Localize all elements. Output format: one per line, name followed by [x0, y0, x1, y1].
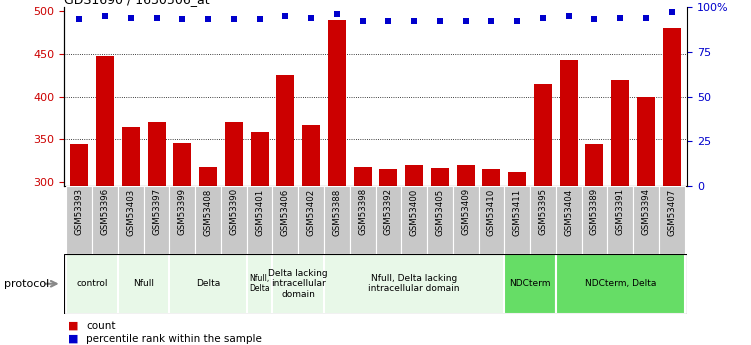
FancyBboxPatch shape: [118, 254, 170, 314]
FancyBboxPatch shape: [478, 186, 504, 254]
FancyBboxPatch shape: [633, 186, 659, 254]
Text: GSM53403: GSM53403: [126, 188, 135, 236]
FancyBboxPatch shape: [118, 186, 143, 254]
FancyBboxPatch shape: [504, 254, 556, 314]
Bar: [354, 167, 372, 345]
FancyBboxPatch shape: [298, 186, 324, 254]
Bar: [96, 57, 114, 345]
Text: ■: ■: [68, 334, 78, 344]
FancyBboxPatch shape: [247, 186, 273, 254]
FancyBboxPatch shape: [221, 186, 247, 254]
FancyBboxPatch shape: [247, 254, 273, 314]
Text: GSM53390: GSM53390: [229, 188, 238, 235]
Text: GSM53393: GSM53393: [75, 188, 84, 235]
FancyBboxPatch shape: [92, 186, 118, 254]
Text: GSM53406: GSM53406: [281, 188, 290, 236]
Text: GSM53392: GSM53392: [384, 188, 393, 235]
FancyBboxPatch shape: [324, 186, 350, 254]
Bar: [637, 97, 655, 345]
FancyBboxPatch shape: [530, 186, 556, 254]
Text: ■: ■: [68, 321, 78, 331]
Text: GSM53404: GSM53404: [564, 188, 573, 236]
FancyBboxPatch shape: [273, 186, 298, 254]
Text: GSM53405: GSM53405: [436, 188, 445, 236]
Text: GSM53411: GSM53411: [513, 188, 522, 236]
Bar: [122, 127, 140, 345]
Text: GSM53398: GSM53398: [358, 188, 367, 235]
Text: GSM53399: GSM53399: [178, 188, 187, 235]
Bar: [328, 20, 346, 345]
Bar: [586, 145, 604, 345]
Bar: [379, 169, 397, 345]
Text: GSM53410: GSM53410: [487, 188, 496, 236]
FancyBboxPatch shape: [581, 186, 608, 254]
FancyBboxPatch shape: [143, 186, 170, 254]
Text: GSM53396: GSM53396: [101, 188, 110, 235]
FancyBboxPatch shape: [504, 186, 530, 254]
Text: GSM53391: GSM53391: [616, 188, 625, 235]
Bar: [662, 28, 680, 345]
Bar: [559, 60, 578, 345]
Text: GSM53397: GSM53397: [152, 188, 161, 235]
FancyBboxPatch shape: [427, 186, 453, 254]
Text: GSM53401: GSM53401: [255, 188, 264, 236]
FancyBboxPatch shape: [608, 186, 633, 254]
Bar: [482, 169, 500, 345]
FancyBboxPatch shape: [66, 254, 118, 314]
FancyBboxPatch shape: [324, 254, 504, 314]
FancyBboxPatch shape: [376, 186, 401, 254]
Text: Nfull,
Delta: Nfull, Delta: [249, 274, 270, 294]
Text: GSM53394: GSM53394: [641, 188, 650, 235]
FancyBboxPatch shape: [195, 186, 221, 254]
Text: Nfull: Nfull: [133, 279, 154, 288]
FancyBboxPatch shape: [273, 254, 324, 314]
FancyBboxPatch shape: [556, 186, 581, 254]
Text: GSM53407: GSM53407: [667, 188, 676, 236]
Text: Nfull, Delta lacking
intracellular domain: Nfull, Delta lacking intracellular domai…: [369, 274, 460, 294]
FancyBboxPatch shape: [401, 186, 427, 254]
Text: GSM53409: GSM53409: [461, 188, 470, 235]
Bar: [173, 143, 192, 345]
Text: GDS1690 / 1630506_at: GDS1690 / 1630506_at: [64, 0, 210, 6]
Bar: [534, 84, 552, 345]
Bar: [147, 122, 165, 345]
Bar: [199, 167, 217, 345]
FancyBboxPatch shape: [66, 186, 92, 254]
Text: GSM53395: GSM53395: [538, 188, 547, 235]
FancyBboxPatch shape: [556, 254, 685, 314]
Bar: [405, 165, 423, 345]
FancyBboxPatch shape: [453, 186, 478, 254]
Bar: [276, 75, 294, 345]
Text: GSM53388: GSM53388: [333, 188, 342, 236]
Bar: [508, 172, 526, 345]
Bar: [457, 165, 475, 345]
Bar: [71, 144, 89, 345]
Bar: [251, 132, 269, 345]
Text: control: control: [77, 279, 108, 288]
Text: Delta lacking
intracellular
domain: Delta lacking intracellular domain: [268, 269, 328, 299]
Bar: [431, 168, 449, 345]
Text: GSM53402: GSM53402: [306, 188, 315, 236]
FancyBboxPatch shape: [170, 254, 247, 314]
Text: NDCterm, Delta: NDCterm, Delta: [584, 279, 656, 288]
Text: percentile rank within the sample: percentile rank within the sample: [86, 334, 262, 344]
Bar: [225, 122, 243, 345]
Text: count: count: [86, 321, 116, 331]
FancyBboxPatch shape: [170, 186, 195, 254]
Text: GSM53389: GSM53389: [590, 188, 599, 235]
FancyBboxPatch shape: [659, 186, 685, 254]
Bar: [611, 79, 629, 345]
Text: GSM53408: GSM53408: [204, 188, 213, 236]
Text: Delta: Delta: [196, 279, 220, 288]
Bar: [302, 125, 320, 345]
Text: protocol: protocol: [4, 279, 49, 289]
Text: NDCterm: NDCterm: [509, 279, 550, 288]
Text: GSM53400: GSM53400: [409, 188, 418, 236]
FancyBboxPatch shape: [350, 186, 376, 254]
